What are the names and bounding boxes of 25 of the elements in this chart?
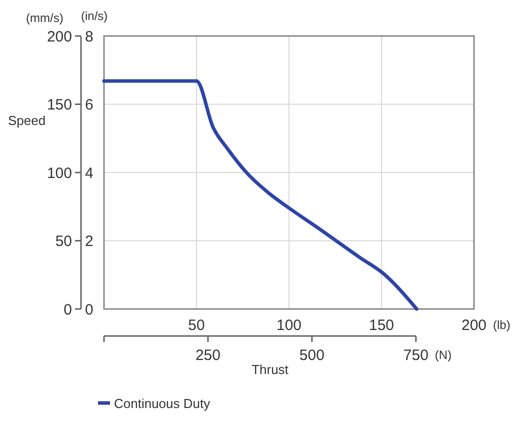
legend-label: Continuous Duty: [114, 396, 211, 411]
y2-tick-label: 8: [85, 28, 94, 46]
x2-tick-label: 250: [195, 347, 220, 364]
y2-tick-label: 0: [85, 301, 94, 318]
line-series: [102, 79, 418, 311]
x-tick-label: 200: [461, 317, 487, 334]
text: (N): [434, 348, 452, 362]
x-tick-label: 50: [188, 317, 205, 334]
x-axis-title: Thrust: [252, 362, 289, 377]
text: (in/s): [81, 9, 108, 23]
y-tick-label: 150: [46, 96, 72, 114]
y-tick-label: 50: [55, 233, 72, 250]
y-tick-label: 200: [46, 28, 72, 46]
x2-tick-label: 500: [299, 347, 324, 364]
x-tick-label: 100: [276, 317, 302, 334]
x-tick-label: 150: [368, 317, 394, 334]
y2-tick-label: 2: [85, 233, 94, 250]
y2-tick-label: 6: [85, 96, 94, 114]
text: (lb): [493, 318, 510, 332]
x2-tick-label: 750: [403, 347, 428, 364]
text: (mm/s): [26, 11, 64, 25]
y2-tick-label: 4: [85, 164, 94, 182]
y-tick-label: 100: [46, 164, 72, 182]
y-axis-title: Speed: [8, 113, 46, 128]
y-tick-label: 0: [64, 301, 72, 318]
